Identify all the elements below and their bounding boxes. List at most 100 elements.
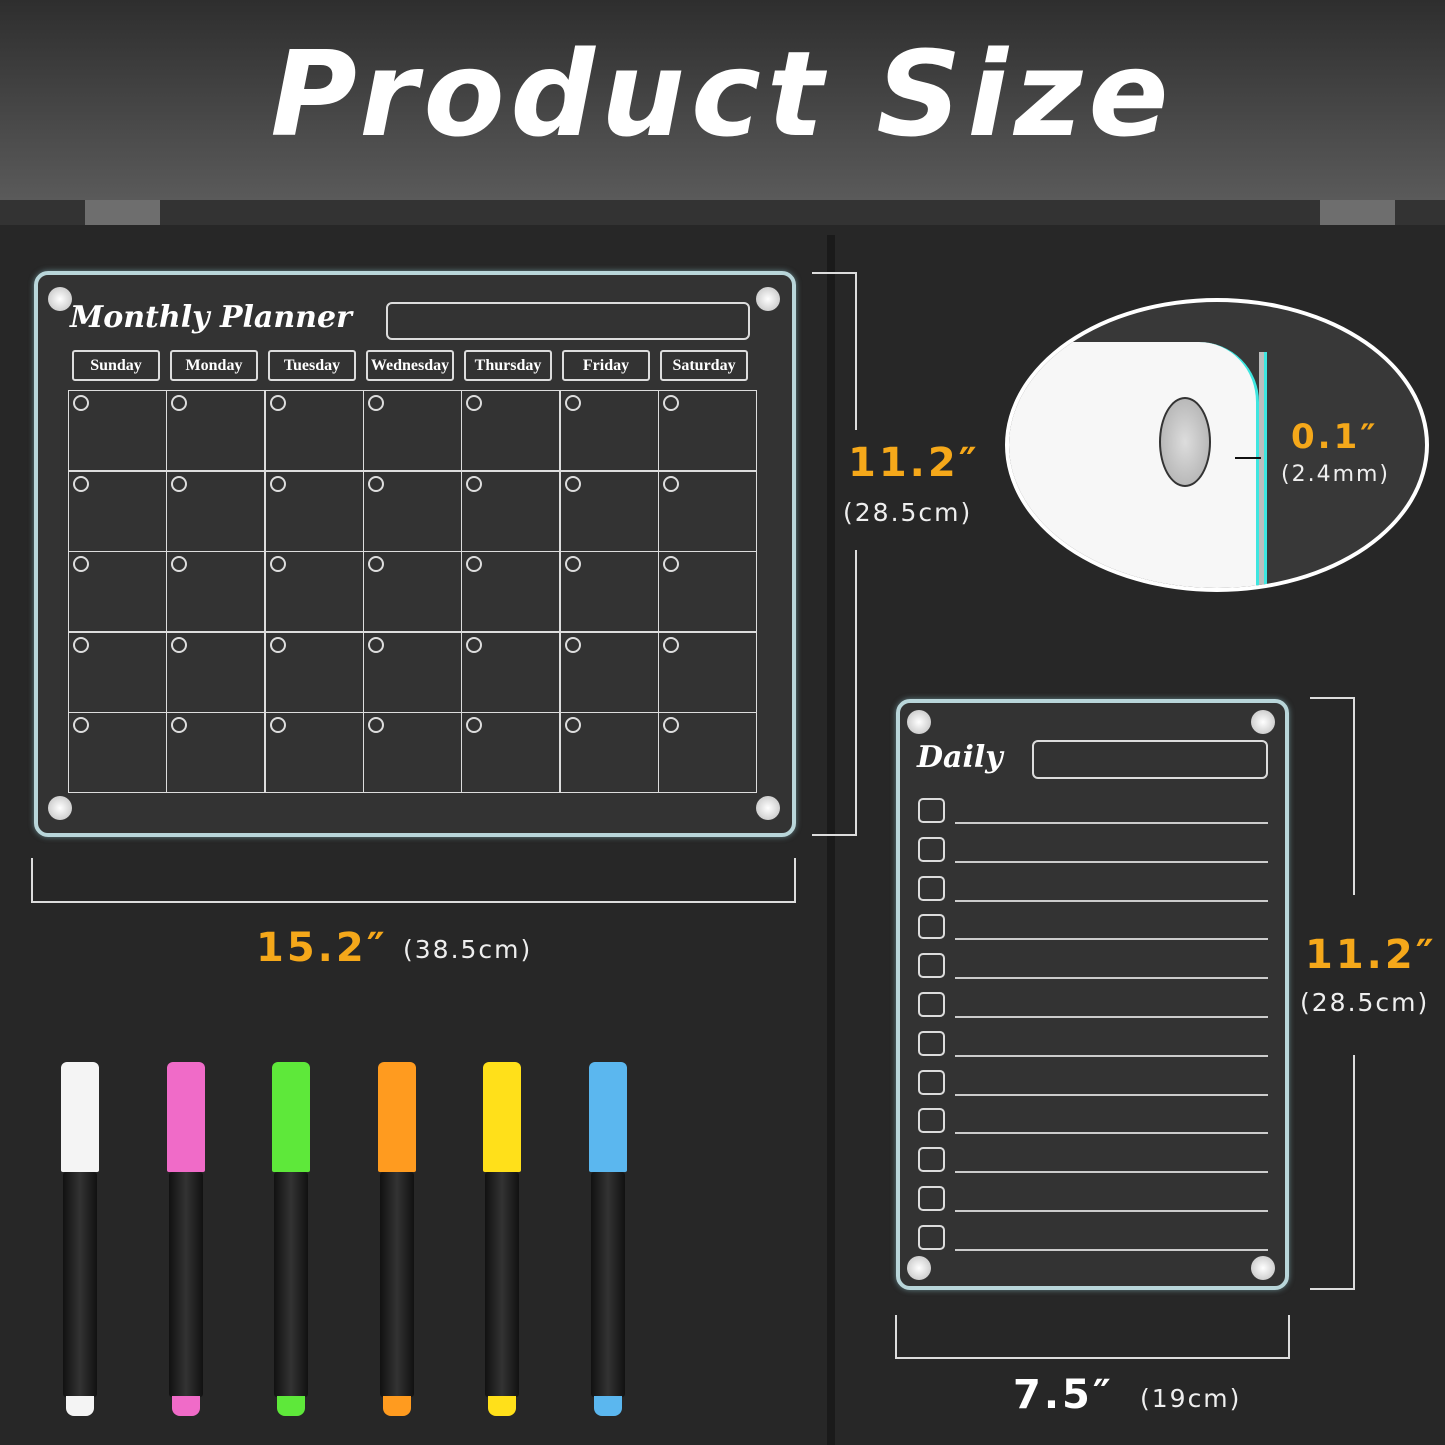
circle-icon	[269, 395, 286, 411]
marker-body	[168, 1172, 203, 1397]
monthly-width-metric: (38.5cm)	[403, 935, 533, 964]
monthly-height-metric: (28.5cm)	[843, 498, 973, 527]
daily-width-bracket	[895, 1315, 1290, 1359]
checkbox-icon	[918, 836, 945, 862]
circle-icon	[466, 556, 483, 573]
daily-height: 11.2″	[1305, 932, 1437, 978]
marker-cap	[483, 1062, 522, 1172]
checklist-line	[955, 938, 1268, 941]
circle-icon	[171, 717, 188, 734]
checklist-line	[955, 1132, 1268, 1135]
checklist-line	[955, 1210, 1268, 1212]
circle-icon	[171, 636, 188, 653]
board-thickness	[1259, 352, 1267, 588]
marker-tip	[382, 1396, 411, 1416]
checkbox-icon	[918, 1108, 945, 1134]
circle-icon	[367, 475, 384, 492]
marker-tip	[594, 1396, 622, 1416]
board-edge	[1009, 342, 1259, 588]
clip	[85, 200, 160, 225]
circle-icon	[564, 717, 581, 734]
month-name-field	[386, 302, 750, 340]
circle-icon	[662, 636, 679, 653]
day-header: Monday	[170, 350, 258, 381]
circle-icon	[73, 395, 89, 411]
circle-icon	[73, 475, 89, 492]
magnet-icon	[1159, 397, 1211, 487]
checkbox-icon	[918, 875, 945, 901]
page-title: Product Size	[270, 25, 1175, 163]
circle-icon	[73, 717, 89, 734]
circle-icon	[269, 475, 286, 492]
checklist-line	[955, 1016, 1268, 1018]
bracket-gap	[838, 430, 878, 550]
magnet-icon	[1251, 710, 1275, 734]
marker-tip	[488, 1396, 517, 1416]
monthly-title: Monthly Planner	[70, 300, 352, 335]
thickness-marker	[1235, 457, 1261, 459]
checkbox-icon	[918, 1147, 945, 1173]
circle-icon	[466, 636, 483, 653]
circle-icon	[269, 717, 286, 734]
checkbox-icon	[918, 1030, 945, 1056]
circle-icon	[564, 556, 581, 573]
daily-planner-board	[896, 699, 1289, 1290]
marker-body	[63, 1172, 97, 1397]
calendar-cell	[657, 470, 757, 552]
checklist-line	[955, 899, 1268, 902]
checkbox-icon	[918, 992, 945, 1017]
day-header: Wednesday	[366, 350, 454, 381]
circle-icon	[367, 395, 384, 411]
circle-icon	[73, 636, 89, 653]
day-header: Friday	[562, 350, 650, 381]
day-header: Tuesday	[268, 350, 356, 381]
day-header: Thursday	[464, 350, 552, 381]
divider	[827, 235, 835, 1445]
magnet-icon	[756, 796, 780, 820]
checklist-line	[955, 1093, 1268, 1096]
circle-icon	[662, 556, 679, 573]
magnet-icon	[48, 796, 72, 820]
circle-icon	[662, 475, 679, 492]
magnet-icon	[756, 287, 780, 311]
calendar-cell	[657, 390, 757, 471]
circle-icon	[662, 395, 679, 411]
circle-icon	[171, 395, 188, 411]
marker-cap	[589, 1062, 627, 1172]
circle-icon	[171, 475, 188, 492]
circle-icon	[367, 556, 384, 573]
circle-icon	[564, 395, 581, 411]
thickness-metric: (2.4mm)	[1281, 462, 1391, 487]
thickness-detail: 0.1″ (2.4mm)	[1005, 298, 1429, 592]
circle-icon	[269, 556, 286, 573]
daily-height-metric: (28.5cm)	[1300, 988, 1430, 1017]
monthly-width: 15.2″	[256, 925, 388, 971]
marker-tip	[66, 1396, 94, 1416]
daily-title: Daily	[917, 740, 1003, 775]
marker-body	[274, 1172, 309, 1397]
marker-cap	[61, 1062, 99, 1172]
thickness-value: 0.1″	[1291, 417, 1379, 457]
checkbox-icon	[918, 798, 945, 823]
shelf	[0, 200, 1445, 225]
checkbox-icon	[918, 1224, 945, 1250]
marker-body	[485, 1172, 520, 1397]
checklist-line	[955, 860, 1268, 863]
width-bracket	[31, 858, 796, 903]
checkbox-icon	[918, 914, 945, 940]
circle-icon	[73, 556, 89, 573]
clip	[1320, 200, 1395, 225]
monthly-planner-board	[34, 271, 796, 837]
daily-width: 7.5″	[1013, 1372, 1114, 1418]
height-bracket	[812, 272, 857, 836]
circle-icon	[662, 717, 679, 734]
marker-cap	[377, 1062, 416, 1172]
checkbox-icon	[918, 1069, 945, 1095]
daily-width-metric: (19cm)	[1140, 1384, 1242, 1413]
header-banner	[0, 0, 1445, 200]
marker-body	[379, 1172, 414, 1397]
circle-icon	[367, 636, 384, 653]
marker-tip	[171, 1396, 200, 1416]
checklist-line	[955, 1248, 1268, 1251]
monthly-height: 11.2″	[848, 440, 980, 486]
